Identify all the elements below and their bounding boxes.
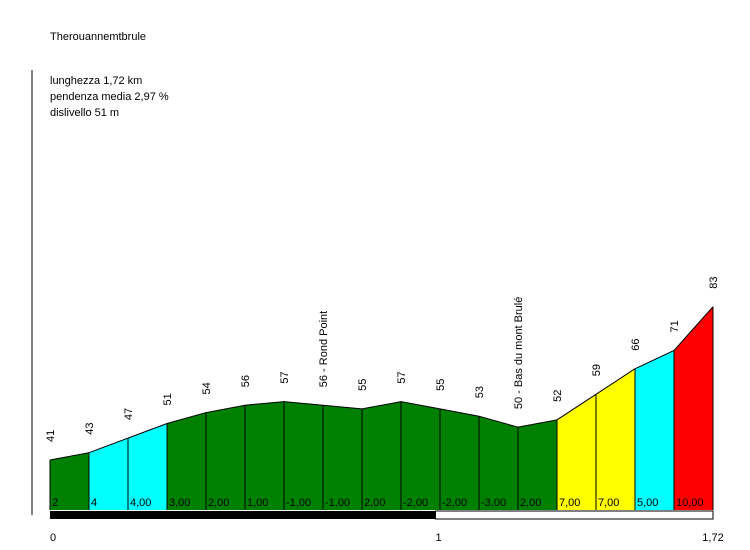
elevation-label: 47 bbox=[123, 408, 135, 420]
elevation-label: 57 bbox=[279, 371, 291, 383]
gradient-label: 7,00 bbox=[598, 497, 619, 509]
chart-title: Therouannemtbrule bbox=[50, 31, 147, 43]
profile-segment bbox=[89, 438, 128, 510]
profile-segment bbox=[674, 306, 713, 510]
gradient-label: -2,00 bbox=[403, 497, 428, 509]
x-tick-label: 1 bbox=[435, 532, 441, 544]
profile-segment bbox=[440, 408, 479, 510]
scale-bar-empty bbox=[434, 510, 714, 520]
profile-segment bbox=[557, 394, 596, 510]
x-tick-label: 1,72 bbox=[702, 532, 723, 544]
profile-segment bbox=[128, 423, 167, 510]
elevation-label: 55 bbox=[435, 379, 447, 391]
elevation-label: 66 bbox=[630, 339, 642, 351]
gradient-label: 2,00 bbox=[208, 497, 229, 509]
gradient-label: 10,00 bbox=[676, 497, 704, 509]
gradient-label: 4 bbox=[91, 497, 97, 509]
stat-elevation-gain: dislivello 51 m bbox=[50, 107, 120, 119]
elevation-label: 41 bbox=[45, 430, 57, 442]
gradient-label: 2,00 bbox=[520, 497, 541, 509]
gradient-label: -1,00 bbox=[325, 497, 350, 509]
gradient-label: 5,00 bbox=[637, 497, 658, 509]
profile-segment bbox=[206, 405, 245, 510]
elevation-label: 52 bbox=[552, 390, 564, 402]
elevation-label: 71 bbox=[669, 320, 681, 332]
elevation-label: 53 bbox=[474, 386, 486, 398]
profile-segment bbox=[245, 401, 284, 510]
profile-segment bbox=[596, 368, 635, 510]
profile-segment bbox=[479, 416, 518, 510]
profile-segment bbox=[518, 419, 557, 510]
gradient-label: -3,00 bbox=[481, 497, 506, 509]
elevation-label: 54 bbox=[201, 382, 213, 394]
profile-segment bbox=[284, 401, 323, 510]
elevation-label: 56 - Rond Point bbox=[318, 311, 330, 387]
profile-segment bbox=[401, 401, 440, 510]
gradient-label: 7,00 bbox=[559, 497, 580, 509]
elevation-label: 56 bbox=[240, 375, 252, 387]
stat-avg-gradient: pendenza media 2,97 % bbox=[50, 91, 169, 103]
elevation-label: 55 bbox=[357, 379, 369, 391]
gradient-label: 3,00 bbox=[169, 497, 190, 509]
gradient-label: -2,00 bbox=[442, 497, 467, 509]
elevation-label: 50 - Bas du mont Brulé bbox=[513, 297, 525, 410]
elevation-label: 59 bbox=[591, 364, 603, 376]
profile-segment bbox=[50, 452, 89, 510]
gradient-label: 4,00 bbox=[130, 497, 151, 509]
x-tick-label: 0 bbox=[50, 532, 56, 544]
elevation-label: 43 bbox=[84, 422, 96, 434]
gradient-label: 1,00 bbox=[247, 497, 268, 509]
gradient-label: 2 bbox=[52, 497, 58, 509]
profile-outline bbox=[49, 306, 714, 461]
elevation-label: 83 bbox=[708, 276, 720, 288]
profile-segment bbox=[635, 350, 674, 510]
gradient-label: 2,00 bbox=[364, 497, 385, 509]
elevation-label: 51 bbox=[162, 393, 174, 405]
stat-length: lunghezza 1,72 km bbox=[50, 75, 143, 87]
elevation-label: 57 bbox=[396, 371, 408, 383]
gradient-label: -1,00 bbox=[286, 497, 311, 509]
scale-bar-filled bbox=[50, 511, 436, 519]
profile-segment bbox=[362, 401, 401, 510]
profile-segment bbox=[167, 412, 206, 510]
profile-segment bbox=[323, 405, 362, 510]
